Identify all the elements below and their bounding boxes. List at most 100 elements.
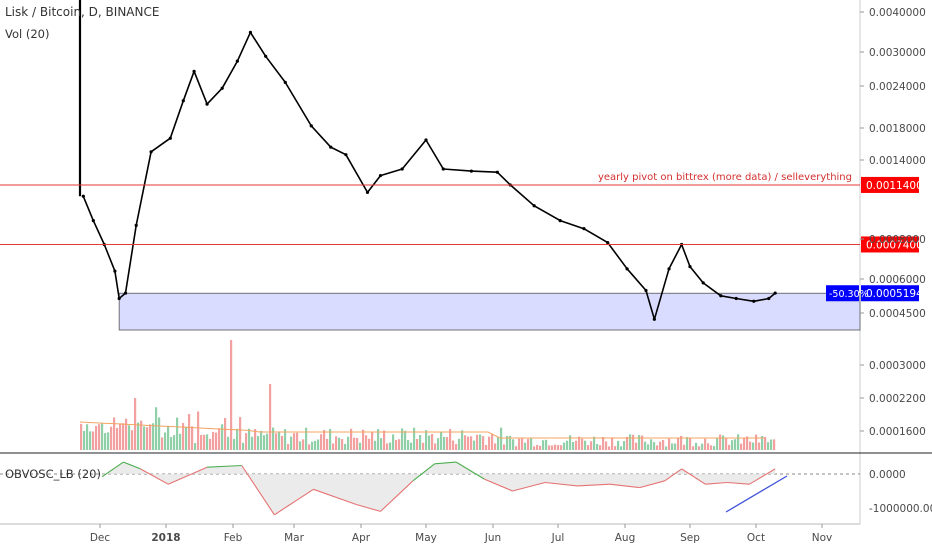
volume-bar — [461, 430, 464, 450]
x-tick-label: Aug — [615, 532, 636, 544]
volume-bar — [413, 427, 416, 450]
price-point — [532, 204, 536, 208]
osc-segment — [434, 461, 457, 465]
x-tick-label: May — [415, 532, 437, 544]
volume-bar — [698, 446, 701, 450]
volume-bar — [431, 434, 434, 450]
x-tick-label: Oct — [747, 532, 765, 544]
volume-bar — [485, 444, 488, 450]
osc-segment — [380, 480, 414, 512]
volume-bar — [494, 443, 497, 450]
volume-bar — [116, 427, 119, 450]
price-point — [495, 170, 499, 174]
volume-bar — [488, 436, 491, 450]
volume-bar — [239, 417, 242, 450]
indicator-label: OBVOSC_LB (20) — [5, 467, 101, 481]
volume-bar — [134, 398, 137, 450]
price-point — [117, 296, 121, 301]
volume-bar — [584, 440, 587, 450]
volume-bar — [110, 426, 113, 450]
volume-bar — [161, 437, 164, 450]
osc-segment — [274, 488, 314, 516]
volume-bar — [536, 444, 539, 450]
volume-bar — [269, 384, 272, 450]
volume-bar — [704, 438, 707, 450]
volume-bar — [101, 423, 104, 450]
x-tick-label: Apr — [352, 532, 371, 544]
volume-bar — [422, 442, 425, 450]
volume-bar — [203, 434, 206, 450]
osc-segment — [207, 464, 242, 468]
price-point — [734, 296, 738, 301]
volume-bar — [122, 423, 125, 450]
volume-bar — [299, 441, 302, 450]
volume-bar — [539, 445, 542, 450]
volume-bar — [671, 443, 674, 450]
price-point — [309, 124, 313, 128]
volume-bar — [344, 443, 347, 450]
chart-title: Lisk / Bitcoin, D, BINANCE — [5, 5, 159, 19]
osc-segment — [241, 465, 275, 516]
price-point — [424, 138, 428, 142]
x-tick-label: Feb — [224, 532, 243, 544]
volume-bar — [263, 435, 266, 450]
volume-bar — [95, 425, 98, 450]
x-tick-label: Mar — [284, 532, 304, 544]
volume-bar — [593, 436, 596, 450]
volume-bar — [371, 431, 374, 450]
volume-bar — [287, 444, 290, 450]
volume-bar — [140, 420, 143, 450]
volume-bar — [125, 418, 128, 450]
volume-bar — [326, 438, 329, 450]
volume-bar — [206, 434, 209, 450]
support-zone — [118, 292, 861, 331]
osc-segment — [412, 463, 435, 482]
volume-bar — [767, 442, 770, 450]
osc-tick-label: 0.0000 — [869, 469, 906, 481]
volume-bar — [740, 443, 743, 450]
volume-bar — [98, 424, 101, 450]
volume-bar — [242, 442, 245, 450]
volume-bar — [578, 436, 581, 450]
volume-bar — [473, 440, 476, 450]
price-point — [441, 167, 445, 171]
price-point — [168, 136, 172, 140]
volume-bar — [185, 426, 188, 450]
volume-bar — [611, 437, 614, 450]
volume-bar — [107, 432, 110, 450]
y-tick-label: 0.0018000 — [869, 123, 926, 135]
volume-bar — [92, 431, 95, 450]
volume-bar — [257, 436, 260, 450]
price-series-line — [82, 31, 776, 321]
volume-bar — [209, 438, 212, 450]
volume-bar — [401, 428, 404, 450]
volume-bar — [329, 428, 332, 450]
volume-bar — [188, 413, 191, 450]
volume-bar — [563, 442, 566, 450]
price-point — [344, 153, 348, 157]
volume-bar — [596, 443, 599, 450]
volume-bar — [725, 437, 728, 450]
volume-bar — [194, 443, 197, 450]
price-point — [667, 267, 671, 271]
volume-bar — [218, 428, 221, 450]
volume-ma-line — [79, 421, 764, 439]
volume-bar — [191, 426, 194, 450]
volume-bar — [641, 435, 644, 450]
price-point — [606, 241, 610, 245]
volume-bar — [158, 417, 161, 450]
volume-bar — [89, 431, 92, 450]
volume-bar — [527, 438, 530, 450]
volume-bar — [683, 444, 686, 450]
osc-segment — [681, 468, 706, 485]
volume-bar — [506, 435, 509, 450]
x-tick-label: Nov — [812, 532, 833, 544]
price-point — [264, 54, 268, 58]
volume-bar — [635, 442, 638, 450]
osc-segment — [664, 468, 682, 482]
price-point — [91, 219, 95, 223]
volume-bar — [554, 444, 557, 450]
current-price-badge — [861, 285, 919, 302]
volume-bar — [392, 434, 395, 450]
